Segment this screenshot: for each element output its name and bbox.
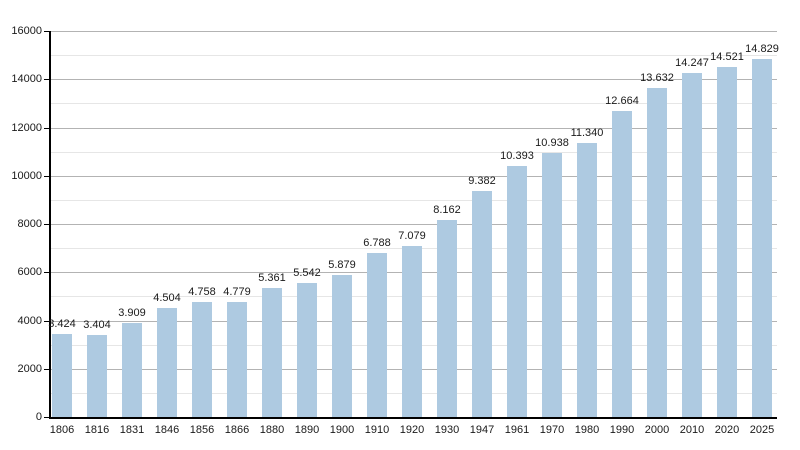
x-tick-label: 1890 [294,424,320,436]
y-axis-tick [44,224,49,225]
bar-value-label: 7.079 [398,230,426,243]
bar-2025 [752,59,772,417]
gridline-minor [51,151,777,153]
bar-1880 [262,287,282,417]
y-axis-tick [44,417,49,418]
y-tick-label: 10000 [11,169,42,182]
gridline-minor [51,199,777,201]
x-tick-label: 2000 [644,424,670,436]
bar-value-label: 12.664 [605,95,639,108]
x-tick-label: 1880 [259,424,285,436]
bar-1910 [367,253,387,417]
bar-value-label: 6.788 [363,237,391,250]
bar-1846 [157,308,177,417]
x-tick-label: 2010 [679,424,705,436]
x-tick-label: 1816 [84,424,110,436]
y-axis-tick [44,175,49,177]
y-axis-tick [44,127,49,129]
bar-value-label: 14.521 [710,50,744,63]
y-tick-label: 4000 [17,314,42,327]
bar-value-label: 10.393 [500,150,534,163]
bar-1947 [472,190,492,417]
gridline-major [51,127,777,129]
y-tick-label: 16000 [11,25,42,37]
x-tick-label: 1856 [189,424,215,436]
bar-2000 [647,88,667,417]
x-tick-label: 1806 [49,424,75,436]
gridline-minor [51,55,777,57]
bar-1806 [52,334,72,417]
y-tick-label: 2000 [17,362,42,375]
bar-value-label: 3.909 [118,306,146,319]
x-tick-label: 1990 [609,424,635,436]
x-tick-label: 1961 [504,424,530,436]
x-tick-label: 2025 [749,424,775,436]
y-axis-tick [44,31,49,32]
bar-value-label: 10.938 [535,137,569,150]
x-tick-label: 1920 [399,424,425,436]
bar-1920 [402,246,422,417]
x-tick-label: 1930 [434,424,460,436]
bar-value-label: 5.879 [328,259,356,272]
bar-1930 [437,220,457,417]
bar-value-label: 8.162 [433,204,461,217]
bar-value-label: 9.382 [468,174,496,187]
gridline-major [51,224,777,225]
bar-1970 [542,153,562,417]
y-tick-label: 8000 [17,218,42,230]
bar-value-label: 4.779 [223,285,251,298]
gridline-minor [51,103,777,105]
bar-1890 [297,283,317,417]
y-tick-label: 12000 [11,121,42,134]
bar-2010 [682,73,702,417]
gridline-major [51,31,777,32]
x-tick-label: 1900 [329,424,355,436]
y-axis-tick [44,272,49,274]
bar-1900 [332,275,352,417]
plot-area: 0 2000 4000 6000 8000 10000 12000 14000 16000 3.4… [11,25,778,423]
bar-value-label: 5.542 [293,267,321,280]
bar-value-label: 4.758 [188,286,216,299]
bar-1980 [577,143,597,417]
bar-value-label: 4.504 [153,292,181,305]
bar-value-label: 3.424 [48,318,76,331]
bar-value-label: 14.829 [745,43,779,56]
bar-1961 [507,166,527,417]
bar-1990 [612,111,632,417]
x-tick-label: 1947 [469,424,495,436]
y-axis-tick [44,368,49,370]
y-tick-label: 6000 [17,266,42,279]
x-tick-label: 1970 [539,424,565,436]
bar-1866 [227,301,247,417]
bar-1831 [122,322,142,417]
bar-value-label: 13.632 [640,72,674,85]
x-tick-label: 1980 [574,424,600,436]
x-tick-label: 2020 [714,424,740,436]
bar-value-label: 11.340 [570,127,604,140]
y-tick-label: 14000 [11,73,42,86]
x-tick-label: 1910 [364,424,390,436]
y-axis-tick [44,320,49,322]
bar-value-label: 3.404 [83,318,111,331]
gridline-major [51,175,777,177]
bar-2020 [717,66,737,417]
y-axis-tick [44,79,49,81]
y-tick-label: 0 [35,411,42,423]
x-tick-label: 1831 [119,424,145,436]
bar-value-label: 14.247 [675,57,709,70]
x-tick-label: 1866 [224,424,250,436]
gridline-major [51,79,777,81]
bar-value-label: 5.361 [258,271,286,284]
x-tick-label: 1846 [154,424,180,436]
bar-1816 [87,334,107,417]
bar-1856 [192,302,212,417]
